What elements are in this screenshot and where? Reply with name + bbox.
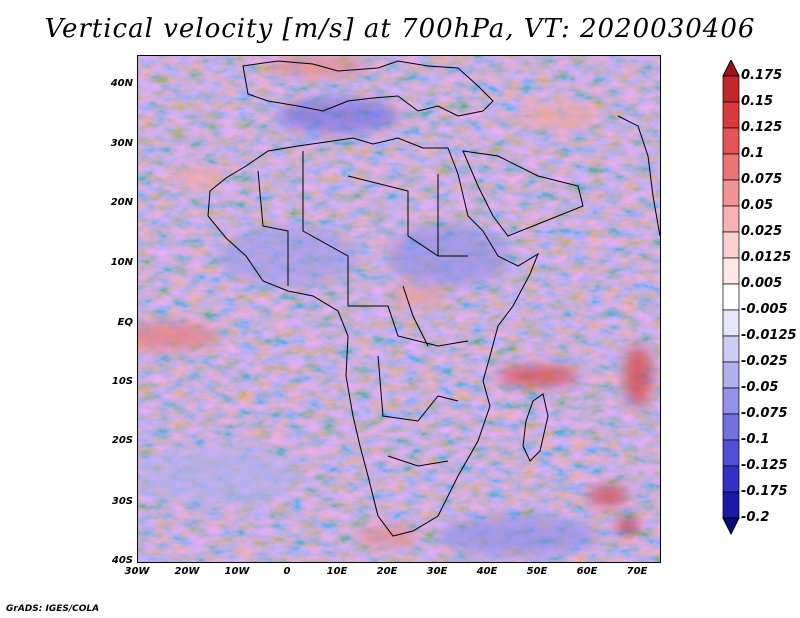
y-axis-label: 40S — [111, 555, 133, 566]
colorbar-segment — [722, 127, 740, 155]
x-axis-label: 30W — [124, 566, 150, 577]
colorbar-tick-label: 0.005 — [741, 276, 783, 291]
x-axis-label: 30E — [426, 566, 448, 577]
vertical-velocity-map — [137, 55, 661, 563]
x-axis-label: 20E — [376, 566, 398, 577]
colorbar-segment — [722, 75, 740, 103]
y-axis-label: 10N — [110, 257, 133, 268]
colorbar-tick-label: -0.175 — [741, 484, 788, 499]
colorbar-tick-label: 0.175 — [741, 68, 783, 83]
colorbar-tick-label: -0.1 — [741, 432, 770, 447]
colorbar-segment — [722, 101, 740, 129]
x-axis-label: 10E — [326, 566, 348, 577]
colorbar-segment — [722, 205, 740, 233]
x-axis-label: 20W — [174, 566, 200, 577]
x-axis-label: 70E — [626, 566, 648, 577]
colorbar-segment — [722, 283, 740, 311]
colorbar-segment — [722, 335, 740, 363]
colorbar-tick-label: 0.05 — [741, 198, 774, 213]
colorbar-segment — [722, 413, 740, 441]
y-axis-label: 10S — [111, 376, 133, 387]
colorbar-tick-label: -0.0125 — [741, 328, 797, 343]
x-axis-label: 50E — [526, 566, 548, 577]
x-axis-label: 60E — [576, 566, 598, 577]
colorbar-segment — [722, 361, 740, 389]
colorbar-tick-label: -0.005 — [741, 302, 788, 317]
colorbar-max-arrow — [722, 60, 740, 77]
colorbar-tick-label: 0.025 — [741, 224, 783, 239]
x-axis-label: 0 — [283, 566, 291, 577]
y-axis-label: 40N — [110, 78, 133, 89]
y-axis-label: 30S — [111, 496, 133, 507]
colorbar-segment — [722, 439, 740, 467]
colorbar-segment — [722, 387, 740, 415]
colorbar-tick-label: 0.125 — [741, 120, 783, 135]
colorbar — [722, 60, 740, 536]
colorbar-tick-label: -0.05 — [741, 380, 779, 395]
credit-text: GrADS: IGES/COLA — [6, 604, 100, 614]
colorbar-segment — [722, 257, 740, 285]
colorbar-tick-label: -0.025 — [741, 354, 788, 369]
y-axis-label: EQ — [117, 317, 133, 328]
colorbar-segment — [722, 491, 740, 519]
colorbar-min-arrow — [722, 517, 740, 536]
coastlines — [207, 60, 660, 537]
x-axis-label: 40E — [476, 566, 498, 577]
y-axis-label: 20S — [111, 435, 133, 446]
colorbar-segment — [722, 309, 740, 337]
x-axis-label: 10W — [224, 566, 250, 577]
colorbar-tick-label: -0.2 — [741, 510, 770, 525]
colorbar-segment — [722, 179, 740, 207]
colorbar-tick-label: -0.075 — [741, 406, 788, 421]
y-axis-label: 30N — [110, 138, 133, 149]
colorbar-tick-label: 0.1 — [741, 146, 765, 161]
map-title: Vertical velocity [m/s] at 700hPa, VT: 2… — [44, 14, 756, 44]
colorbar-tick-label: 0.15 — [741, 94, 774, 109]
y-axis-label: 20N — [110, 197, 133, 208]
colorbar-tick-label: 0.075 — [741, 172, 783, 187]
colorbar-segment — [722, 153, 740, 181]
colorbar-segment — [722, 465, 740, 493]
colorbar-tick-label: 0.0125 — [741, 250, 792, 265]
colorbar-tick-label: -0.125 — [741, 458, 788, 473]
colorbar-segment — [722, 231, 740, 259]
